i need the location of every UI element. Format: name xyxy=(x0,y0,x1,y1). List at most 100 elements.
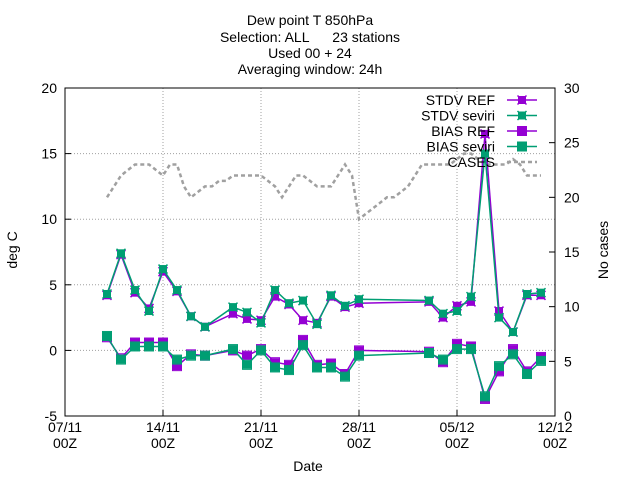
x-axis-label: Date xyxy=(293,458,323,474)
data-point xyxy=(256,345,266,356)
data-point xyxy=(255,317,267,328)
data-point xyxy=(493,312,505,323)
data-point xyxy=(465,291,477,302)
series-line xyxy=(105,152,541,222)
legend-item: BIAS seviri xyxy=(427,139,537,155)
data-point xyxy=(172,354,182,365)
x-tick-label: 21/11 xyxy=(244,419,278,435)
data-point xyxy=(200,350,210,361)
x-tick-sublabel: 00Z xyxy=(543,435,568,451)
data-point xyxy=(536,355,546,366)
data-point xyxy=(158,341,168,352)
data-point xyxy=(494,361,504,372)
y2-tick-label: 5 xyxy=(564,353,572,369)
y-tick-label: -5 xyxy=(45,408,58,424)
data-point xyxy=(452,344,462,355)
x-tick-label: 07/11 xyxy=(48,419,82,435)
x-tick-sublabel: 00Z xyxy=(151,435,176,451)
data-point xyxy=(424,348,434,359)
series-layer xyxy=(101,128,547,404)
axes-layer: -50510152005101520253007/1100Z14/1100Z21… xyxy=(41,80,579,451)
data-point xyxy=(242,359,252,370)
data-point xyxy=(311,319,323,330)
data-point xyxy=(115,248,127,259)
data-point xyxy=(517,126,527,136)
y2-axis-label: No cases xyxy=(595,221,611,279)
data-point xyxy=(241,307,253,318)
y-axis-label: deg C xyxy=(4,231,20,268)
data-point xyxy=(479,128,491,139)
x-tick-sublabel: 00Z xyxy=(445,435,470,451)
data-point xyxy=(116,354,126,365)
y-tick-label: 10 xyxy=(41,211,57,227)
data-point xyxy=(325,290,337,301)
data-point xyxy=(144,341,154,352)
chart-title: Dew point T 850hPa Selection: ALL 23 sta… xyxy=(220,12,400,77)
data-point xyxy=(423,295,435,306)
title-line-1: Dew point T 850hPa xyxy=(247,12,374,28)
data-point xyxy=(298,340,308,351)
data-point xyxy=(186,350,196,361)
data-point xyxy=(354,350,364,361)
data-point xyxy=(157,264,169,275)
data-point xyxy=(516,94,528,106)
series-cases xyxy=(105,152,541,222)
data-point xyxy=(517,141,527,152)
data-point xyxy=(522,369,532,380)
data-point xyxy=(185,311,197,322)
y-tick-label: 5 xyxy=(49,277,57,293)
data-point xyxy=(297,315,309,326)
y2-tick-label: 10 xyxy=(564,299,580,315)
data-point xyxy=(171,285,183,296)
x-tick-label: 28/11 xyxy=(342,419,376,435)
y-tick-label: 15 xyxy=(41,146,57,162)
x-tick-sublabel: 00Z xyxy=(347,435,372,451)
data-point xyxy=(143,306,155,317)
data-point xyxy=(516,110,528,121)
data-point xyxy=(339,300,351,311)
data-point xyxy=(437,308,449,319)
data-point xyxy=(199,321,211,332)
x-tick-label: 12/12 xyxy=(537,419,572,435)
legend-label: STDV REF xyxy=(426,92,495,108)
legend-label: BIAS REF xyxy=(431,123,495,139)
data-point xyxy=(297,295,309,306)
series-bias-seviri xyxy=(102,330,546,402)
x-tick-sublabel: 00Z xyxy=(249,435,274,451)
data-point xyxy=(326,362,336,373)
data-point xyxy=(269,285,281,296)
y2-tick-label: 0 xyxy=(564,408,572,424)
data-point xyxy=(101,288,113,300)
data-point xyxy=(466,344,476,355)
title-line-2: Selection: ALL 23 stations xyxy=(220,29,400,45)
legend-label: STDV seviri xyxy=(421,108,495,124)
data-point xyxy=(353,294,365,305)
data-point xyxy=(228,344,238,355)
title-line-3: Used 00 + 24 xyxy=(268,45,352,61)
legend-item: STDV REF xyxy=(426,92,537,108)
legend-item: CASES xyxy=(448,154,537,170)
x-tick-sublabel: 00Z xyxy=(53,435,78,451)
data-point xyxy=(242,350,252,361)
data-point xyxy=(438,354,448,365)
y-tick-label: 20 xyxy=(41,80,57,96)
y2-tick-label: 25 xyxy=(564,135,580,151)
y2-tick-label: 20 xyxy=(564,189,580,205)
legend-label: CASES xyxy=(448,154,495,170)
y-tick-label: 0 xyxy=(49,342,57,358)
legend-item: STDV seviri xyxy=(421,108,537,124)
x-tick-label: 05/12 xyxy=(439,419,474,435)
series-stdv-seviri xyxy=(101,148,547,338)
legend-label: BIAS seviri xyxy=(427,139,495,155)
x-tick-label: 14/11 xyxy=(146,419,180,435)
data-point xyxy=(479,148,491,159)
data-point xyxy=(227,302,239,313)
data-point xyxy=(451,306,463,317)
y2-tick-label: 15 xyxy=(564,244,580,260)
data-point xyxy=(480,391,490,402)
data-point xyxy=(507,327,519,338)
data-point xyxy=(535,287,547,298)
legend-item: BIAS REF xyxy=(431,123,537,139)
